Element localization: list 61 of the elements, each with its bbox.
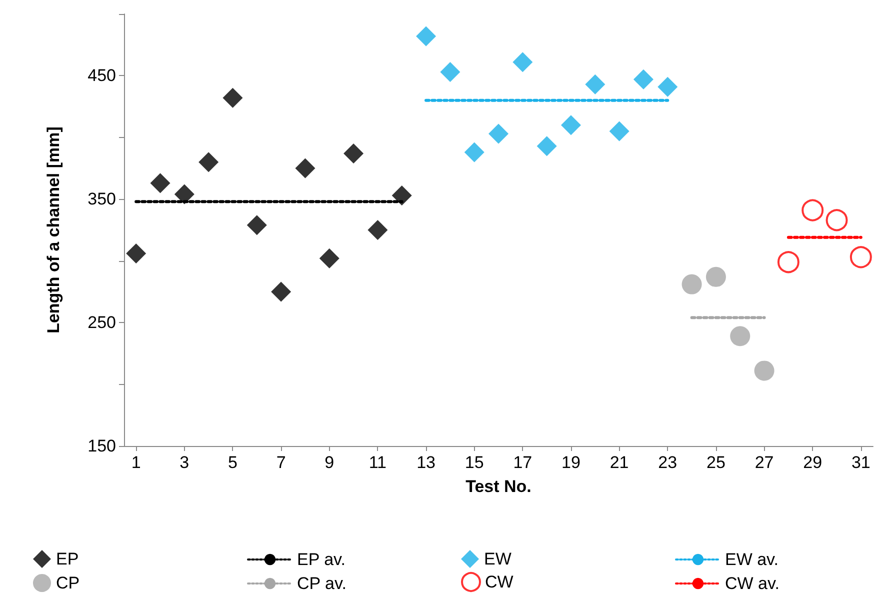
y-tick-label: 350	[88, 190, 116, 209]
point	[126, 243, 146, 264]
point	[440, 62, 460, 82]
point	[536, 136, 557, 156]
y-tick-label: 250	[88, 313, 116, 332]
x-tick-label: 7	[276, 453, 286, 472]
point	[826, 209, 848, 232]
legend-label: EP av.	[297, 550, 346, 569]
x-tick-label: 31	[851, 453, 870, 472]
point	[609, 121, 630, 142]
x-tick-label: 29	[803, 453, 822, 472]
point	[271, 282, 292, 302]
x-tick-label: 13	[416, 453, 436, 472]
point	[295, 158, 316, 178]
point	[392, 185, 412, 206]
x-tick-label: 23	[658, 453, 678, 472]
point	[777, 251, 800, 274]
point	[246, 215, 267, 236]
point	[150, 173, 170, 194]
x-tick-label: 3	[180, 453, 190, 472]
point	[319, 248, 340, 268]
point	[222, 88, 243, 108]
x-tick-label: 11	[368, 453, 387, 472]
legend-label: CW av.	[725, 574, 780, 593]
point	[682, 274, 702, 294]
legend-label: EP	[56, 550, 79, 568]
y-tick-label: 450	[88, 66, 116, 86]
point	[416, 26, 436, 46]
point	[174, 184, 194, 204]
x-tick-label: 17	[513, 453, 532, 472]
x-tick-label: 15	[464, 453, 484, 472]
x-tick-label: 9	[324, 453, 334, 472]
point	[560, 115, 581, 136]
y-tick-label: 150	[88, 436, 116, 456]
point	[633, 69, 654, 90]
point	[754, 360, 774, 381]
point	[850, 246, 872, 268]
x-axis-title: Test No.	[466, 477, 532, 496]
point	[730, 326, 750, 346]
point	[344, 143, 364, 164]
legend-label: CW	[485, 572, 514, 592]
point	[706, 266, 726, 287]
x-tick-label: 19	[562, 453, 580, 472]
legend-label: EW av.	[725, 550, 779, 569]
point	[198, 152, 219, 172]
point	[512, 52, 533, 72]
y-axis-title: Length of a channel [mm]	[44, 126, 63, 334]
point	[585, 74, 606, 94]
x-tick-label: 5	[228, 453, 238, 472]
point	[488, 124, 508, 144]
x-tick-label: 21	[610, 453, 629, 472]
point	[802, 199, 824, 222]
point	[464, 142, 484, 162]
legend-label: CP	[56, 574, 80, 592]
x-tick-label: 25	[706, 453, 726, 472]
point	[658, 76, 678, 97]
legend-label: CP av.	[297, 574, 346, 593]
x-tick-label: 1	[131, 453, 141, 472]
point	[368, 220, 388, 240]
legend-label: EW	[484, 550, 512, 568]
x-tick-label: 27	[754, 453, 774, 472]
